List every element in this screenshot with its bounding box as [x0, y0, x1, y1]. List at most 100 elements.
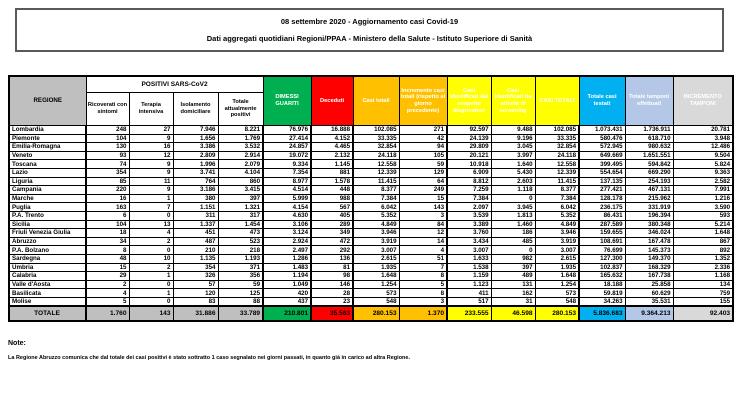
value-cell: 4.849: [534, 219, 581, 230]
value-cell: 2: [128, 262, 174, 273]
value-cell: 0: [490, 193, 536, 204]
region-name-cell: Puglia: [8, 202, 87, 212]
value-cell: 548: [534, 296, 581, 307]
value-cell: 487: [172, 236, 219, 247]
notes-heading: Note:: [8, 340, 26, 347]
value-cell: 162: [490, 288, 536, 298]
value-cell: 3.007: [446, 245, 492, 255]
value-cell: 12.558: [534, 159, 581, 169]
value-cell: 289: [310, 219, 355, 230]
value-cell: 128.178: [578, 193, 626, 204]
value-cell: 3.948: [672, 133, 734, 144]
value-cell: 9: [128, 133, 174, 144]
region-name-cell: Molise: [8, 296, 87, 307]
value-cell: 354: [172, 262, 219, 273]
region-name-cell: Lombardia: [8, 125, 87, 135]
region-name-cell: Toscana: [8, 159, 87, 169]
value-cell: 143: [128, 305, 174, 322]
value-cell: 2.603: [490, 176, 536, 187]
value-cell: 102.085: [534, 125, 581, 135]
table-row: Veneto 93 12 2.809 2.914 19.072 2.132 24.118 105…: [8, 150, 734, 161]
value-cell: 5.352: [352, 210, 400, 221]
value-cell: 167.478: [624, 236, 674, 247]
value-cell: 24.118: [534, 150, 581, 161]
value-cell: 27: [128, 125, 174, 135]
value-cell: 20.781: [672, 125, 734, 135]
value-cell: 9: [128, 185, 174, 195]
value-cell: 248: [85, 125, 130, 135]
value-cell: 131: [490, 279, 536, 290]
value-cell: 18.188: [578, 279, 626, 290]
value-cell: 3.741: [172, 167, 219, 178]
value-cell: 6: [85, 210, 130, 221]
value-cell: 1.118: [490, 185, 536, 195]
value-cell: 2.924: [262, 236, 313, 247]
region-name-cell: P.A. Trento: [8, 210, 87, 221]
value-cell: 51: [398, 253, 449, 264]
value-cell: 380: [172, 193, 219, 204]
value-cell: 7: [128, 202, 174, 212]
col-header-ricoverati: Ricoverati con sintomi: [85, 92, 130, 126]
value-cell: 3.539: [446, 210, 492, 221]
value-cell: 8: [85, 245, 130, 255]
value-cell: 249: [398, 185, 449, 195]
region-name-cell: Campania: [8, 185, 87, 195]
value-cell: 6.909: [446, 167, 492, 178]
value-cell: 146: [310, 279, 355, 290]
value-cell: 2: [128, 236, 174, 247]
value-cell: 8.377: [352, 185, 400, 195]
value-cell: 81: [310, 262, 355, 273]
value-cell: 420: [262, 288, 313, 298]
value-cell: 5.430: [490, 167, 536, 178]
value-cell: 4: [85, 288, 130, 298]
value-cell: 485: [490, 236, 536, 247]
value-cell: 10: [128, 253, 174, 264]
col-header-attualmente-positivi: Totale attualmente positivi: [217, 92, 264, 126]
value-cell: 1.194: [262, 271, 313, 281]
value-cell: 108.691: [578, 236, 626, 247]
region-name-cell: P.A. Bolzano: [8, 245, 87, 255]
value-cell: 451: [172, 228, 219, 238]
value-cell: 196.394: [624, 210, 674, 221]
value-cell: 167.738: [624, 271, 674, 281]
value-cell: 130: [85, 142, 130, 152]
col-header-sospetto-diagnostico: Casi identificati dal sospetto diagnosti…: [446, 75, 492, 126]
value-cell: 105: [398, 150, 449, 161]
value-cell: 12.339: [534, 167, 581, 178]
value-cell: 9.196: [490, 133, 536, 144]
region-name-cell: Calabria: [8, 271, 87, 281]
table-row: Calabria 29 1 326 356 1.194 98 1.648 8 1.159 489 1.…: [8, 271, 734, 281]
value-cell: 1.352: [672, 253, 734, 264]
value-cell: 165.632: [578, 271, 626, 281]
value-cell: 120: [172, 288, 219, 298]
region-name-cell: Abruzzo: [8, 236, 87, 247]
region-name-cell: Piemonte: [8, 133, 87, 144]
value-cell: 16.888: [310, 125, 355, 135]
value-cell: 980.632: [624, 142, 674, 152]
value-cell: 1.337: [172, 219, 219, 230]
table-row: Marche 16 1 380 397 5.999 988 7.384 15 7.384 0 7.38…: [8, 193, 734, 204]
col-header-incremento-tamponi: INCREMENTO TAMPONI: [672, 75, 734, 126]
value-cell: 1.460: [490, 219, 536, 230]
value-cell: 7.946: [172, 125, 219, 135]
value-cell: 11: [128, 176, 174, 187]
value-cell: 1.123: [446, 279, 492, 290]
value-cell: 1.760: [85, 305, 130, 322]
value-cell: 5.352: [534, 210, 581, 221]
region-name-cell: Umbria: [8, 262, 87, 273]
value-cell: 1.996: [172, 159, 219, 169]
value-cell: 94: [398, 142, 449, 152]
value-cell: 29.809: [446, 142, 492, 152]
value-cell: 1.813: [490, 210, 536, 221]
value-cell: 11.415: [534, 176, 581, 187]
col-header-casi-totali-2: CASI TOTALI: [534, 75, 580, 126]
value-cell: 1.286: [262, 253, 313, 264]
value-cell: 1.633: [446, 253, 492, 264]
value-cell: 9.334: [262, 159, 313, 169]
value-cell: 1.254: [534, 279, 581, 290]
value-cell: 517: [446, 296, 492, 307]
value-cell: 5.836.683: [578, 305, 626, 322]
value-cell: 580.476: [578, 133, 626, 144]
value-cell: 12.558: [352, 159, 400, 169]
